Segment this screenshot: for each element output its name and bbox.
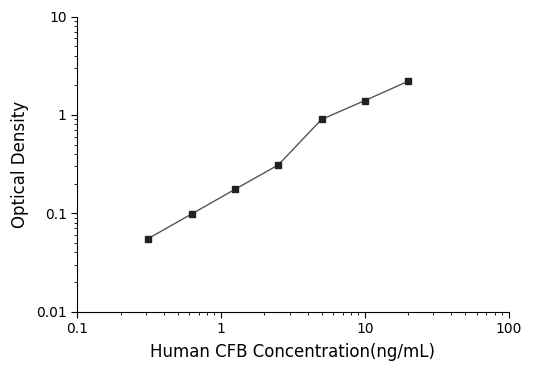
Y-axis label: Optical Density: Optical Density bbox=[11, 100, 29, 228]
X-axis label: Human CFB Concentration(ng/mL): Human CFB Concentration(ng/mL) bbox=[150, 343, 435, 361]
